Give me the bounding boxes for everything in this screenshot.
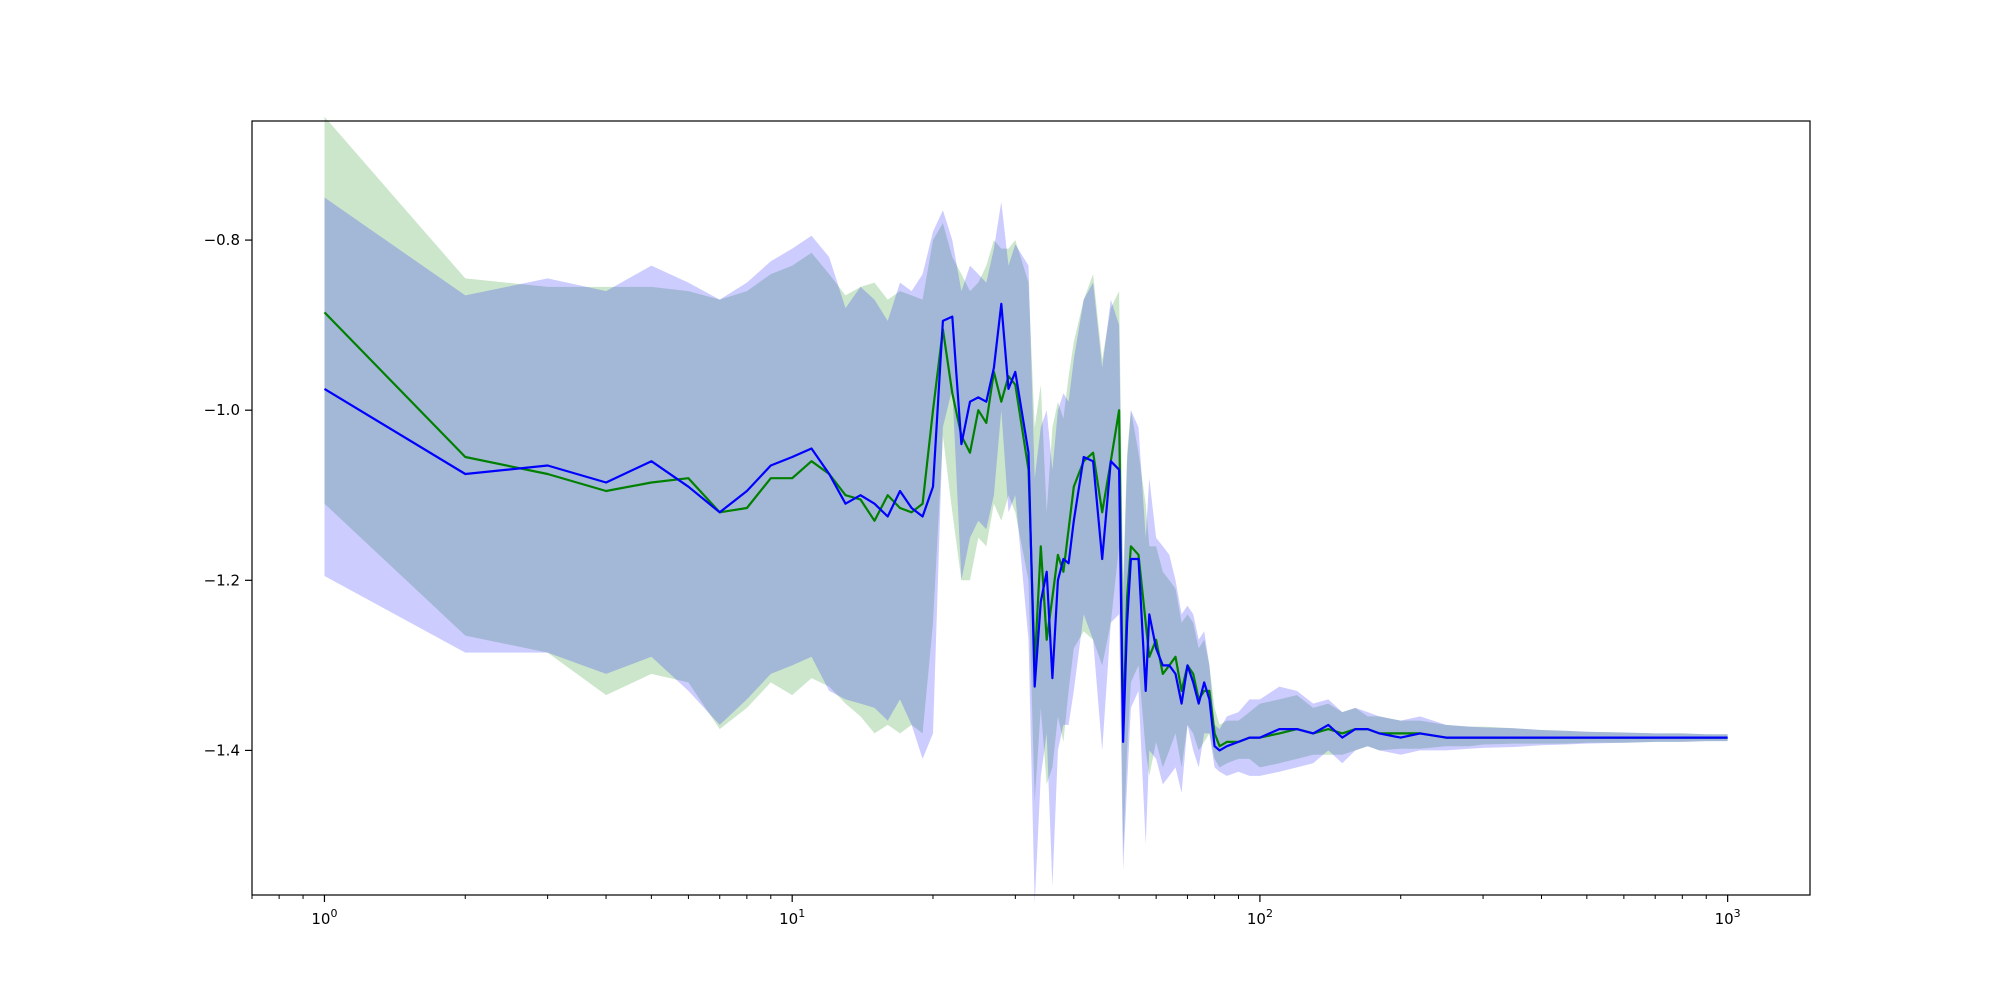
confidence-bands — [324, 116, 1728, 904]
y-tick-label: −1.0 — [204, 401, 240, 419]
y-tick-label: −0.8 — [204, 231, 240, 249]
x-tick-label: 100 — [311, 907, 337, 928]
series-2-line — [323, 302, 1728, 752]
plot-frame — [251, 120, 1811, 896]
y-tick-label: −1.2 — [204, 571, 240, 589]
x-tick-label: 101 — [779, 907, 805, 928]
series-2-band — [324, 197, 1728, 904]
x-tick-label: 102 — [1247, 907, 1273, 928]
series-1-band — [324, 116, 1728, 853]
x-tick-label: 103 — [1715, 907, 1741, 928]
x-axis: 100 101 102 103 — [251, 895, 1741, 928]
series-lines — [323, 302, 1728, 752]
y-axis: −0.8 −1.0 −1.2 −1.4 — [204, 231, 252, 759]
y-tick-label: −1.4 — [204, 741, 240, 759]
